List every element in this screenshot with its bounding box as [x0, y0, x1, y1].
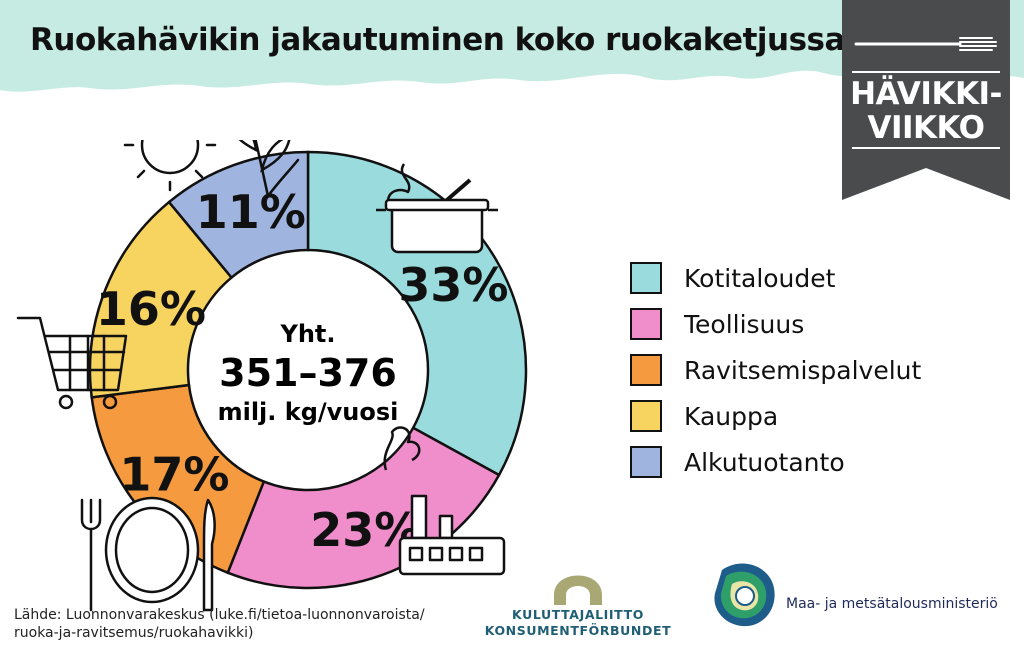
- legend-swatch: [630, 400, 662, 432]
- legend-item-kotitaloudet: Kotitaloudet: [630, 255, 921, 301]
- legend-label: Kauppa: [684, 401, 779, 431]
- banner-background: [0, 0, 1024, 92]
- legend-label: Alkutuotanto: [684, 447, 845, 477]
- legend-item-teollisuus: Teollisuus: [630, 301, 921, 347]
- legend-swatch: [630, 446, 662, 478]
- donut-chart: 33%23%17%16%11%: [16, 140, 528, 612]
- badge-line-2: VIIKKO: [867, 110, 985, 146]
- finland-lion-icon: [714, 563, 775, 627]
- shopping-cart-icon: [16, 316, 128, 410]
- org1-line-2: KONSUMENTFÖRBUNDET: [484, 623, 672, 638]
- sun-icon: [123, 140, 217, 192]
- cooking-pot-icon: [376, 163, 498, 254]
- plate-icon: [104, 496, 200, 604]
- source-line-1: Lähde: Luonnonvarakeskus (luke.fi/tietoa…: [14, 607, 425, 623]
- center-line-1: Yht.: [279, 320, 335, 348]
- slice-alkutuotanto: [167, 150, 310, 280]
- legend-item-kauppa: Kauppa: [630, 393, 921, 439]
- source-note: Lähde: Luonnonvarakeskus (luke.fi/tietoa…: [14, 606, 454, 642]
- havikkiviikko-badge: HÄVIKKI- VIIKKO: [842, 0, 1010, 200]
- legend-swatch: [630, 354, 662, 386]
- legend-item-ravitsemispalvelut: Ravitsemispalvelut: [630, 347, 921, 393]
- slice-label-kotitaloudet: 33%: [398, 258, 508, 312]
- badge-line-1: HÄVIKKI-: [850, 76, 1002, 112]
- legend-label: Ravitsemispalvelut: [684, 355, 922, 385]
- center-total: Yht. 351–376 milj. kg/vuosi: [218, 320, 399, 426]
- kuluttajaliitto-logo: KULUTTAJALIITTO KONSUMENTFÖRBUNDET: [478, 565, 678, 639]
- legend-item-alkutuotanto: Alkutuotanto: [630, 439, 921, 485]
- source-line-2: ruoka-ja-ravitsemus/ruokahavikki): [14, 625, 254, 641]
- chart-title: Ruokahävikin jakautuminen koko ruokaketj…: [30, 22, 845, 58]
- banner-fork-icon: [854, 37, 997, 51]
- org2-name: Maa- ja metsätalousministeriö: [786, 596, 998, 612]
- fork-icon: [80, 498, 102, 612]
- knife-icon: [202, 498, 216, 612]
- kuluttajaliitto-arch-icon: [554, 575, 602, 605]
- legend-swatch: [630, 262, 662, 294]
- slice-label-alkutuotanto: 11%: [196, 185, 306, 239]
- plant-icon: [238, 140, 300, 198]
- slice-label-ravitsemispalvelut: 17%: [119, 448, 229, 502]
- slice-label-kauppa: 16%: [96, 282, 206, 336]
- center-line-3: milj. kg/vuosi: [218, 398, 399, 426]
- legend-swatch: [630, 308, 662, 340]
- org1-line-1: KULUTTAJALIITTO: [512, 607, 644, 622]
- legend-label: Kotitaloudet: [684, 263, 836, 293]
- legend-label: Teollisuus: [684, 309, 805, 339]
- center-line-2: 351–376: [219, 351, 397, 395]
- factory-icon: [383, 426, 506, 576]
- legend: Kotitaloudet Teollisuus Ravitsemispalvelut…: [630, 255, 921, 485]
